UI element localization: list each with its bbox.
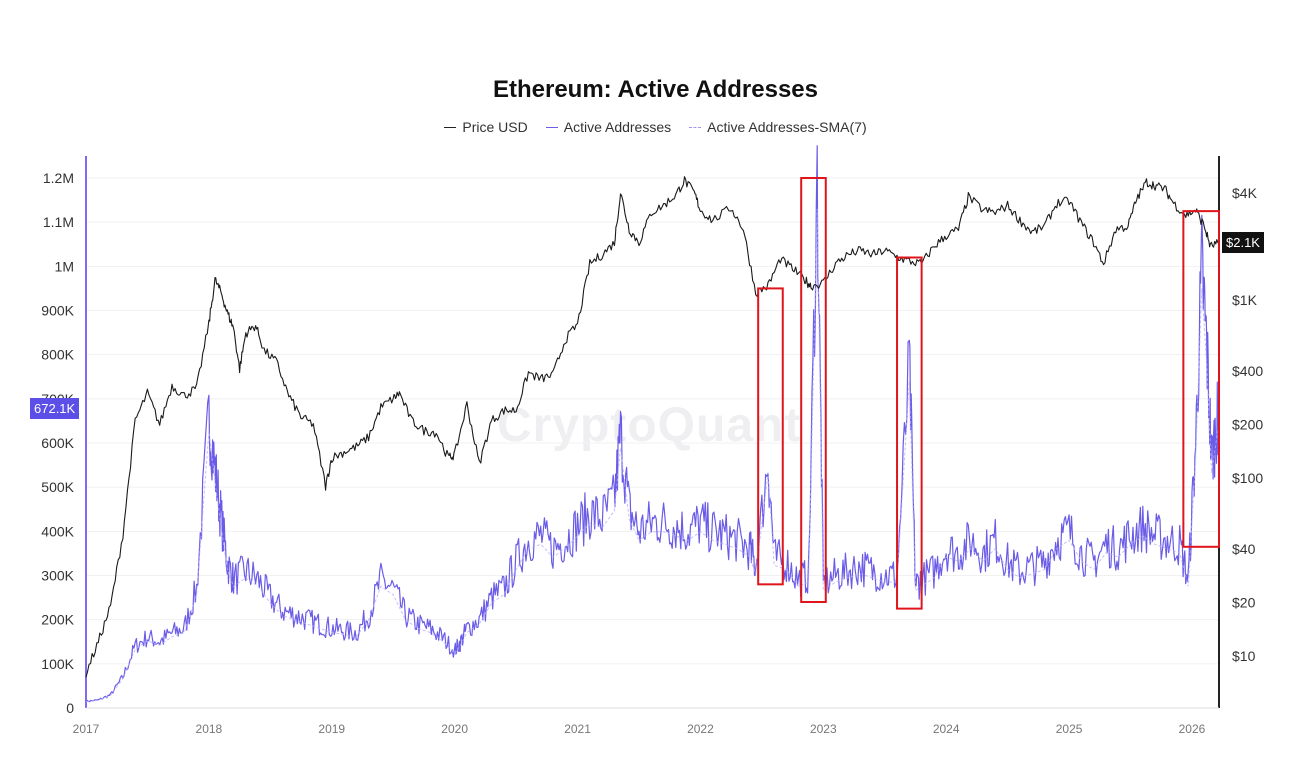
right-tick-label: $40 <box>1232 541 1256 557</box>
legend-label-sma: Active Addresses-SMA(7) <box>707 119 867 135</box>
legend-label-price: Price USD <box>462 119 528 135</box>
x-tick-label: 2025 <box>1056 722 1083 736</box>
x-tick-label: 2018 <box>196 722 223 736</box>
left-tick-label: 800K <box>41 347 74 363</box>
highlight-box <box>757 287 784 586</box>
chart-title: Ethereum: Active Addresses <box>492 76 818 103</box>
left-tick-label: 600K <box>41 435 74 451</box>
highlight-box <box>896 256 923 610</box>
left-tick-label: 0 <box>66 700 74 716</box>
x-tick-label: 2020 <box>441 722 468 736</box>
right-tick-label: $4K <box>1232 185 1258 201</box>
right-tick-label: $400 <box>1232 363 1263 379</box>
x-tick-label: 2019 <box>318 722 345 736</box>
left-tick-label: 200K <box>41 612 74 628</box>
x-tick-label: 2024 <box>933 722 960 736</box>
legend-item-sma[interactable]: Active Addresses-SMA(7) <box>689 119 867 135</box>
right-tick-label: $200 <box>1232 416 1263 432</box>
highlight-box <box>800 177 827 603</box>
x-tick-label: 2023 <box>810 722 837 736</box>
left-tick-label: 500K <box>41 479 74 495</box>
legend-swatch-active-addresses <box>545 126 558 128</box>
right-tick-label: $100 <box>1232 470 1263 486</box>
left-tick-label: 1.1M <box>43 214 74 230</box>
legend-swatch-sma <box>689 126 702 128</box>
left-tick-label: 400K <box>41 523 74 539</box>
right-tick-label: $10 <box>1232 648 1256 664</box>
x-tick-label: 2017 <box>73 722 100 736</box>
price-current-badge: $2.1K <box>1222 232 1264 253</box>
right-tick-label: $1K <box>1232 292 1258 308</box>
legend-label-active-addresses: Active Addresses <box>563 119 672 135</box>
right-tick-label: $20 <box>1232 594 1256 610</box>
active-addresses-current-badge: 672.1K <box>30 398 80 419</box>
left-tick-label: 100K <box>41 656 74 672</box>
active-addresses-series <box>85 145 1220 703</box>
chart-legend: Price USD Active Addresses Active Addres… <box>0 119 1311 135</box>
left-tick-label: 900K <box>41 303 74 319</box>
price-series <box>85 176 1220 678</box>
x-tick-label: 2026 <box>1179 722 1206 736</box>
highlight-box <box>1182 210 1220 548</box>
legend-item-active-addresses[interactable]: Active Addresses <box>545 119 672 135</box>
active-addresses-sma-series <box>85 208 1220 703</box>
legend-item-price[interactable]: Price USD <box>444 119 528 135</box>
x-tick-label: 2022 <box>687 722 714 736</box>
left-tick-label: 300K <box>41 568 74 584</box>
left-tick-label: 1M <box>55 258 74 274</box>
left-tick-label: 1.2M <box>43 170 74 186</box>
x-tick-label: 2021 <box>564 722 591 736</box>
legend-swatch-price <box>444 126 457 128</box>
